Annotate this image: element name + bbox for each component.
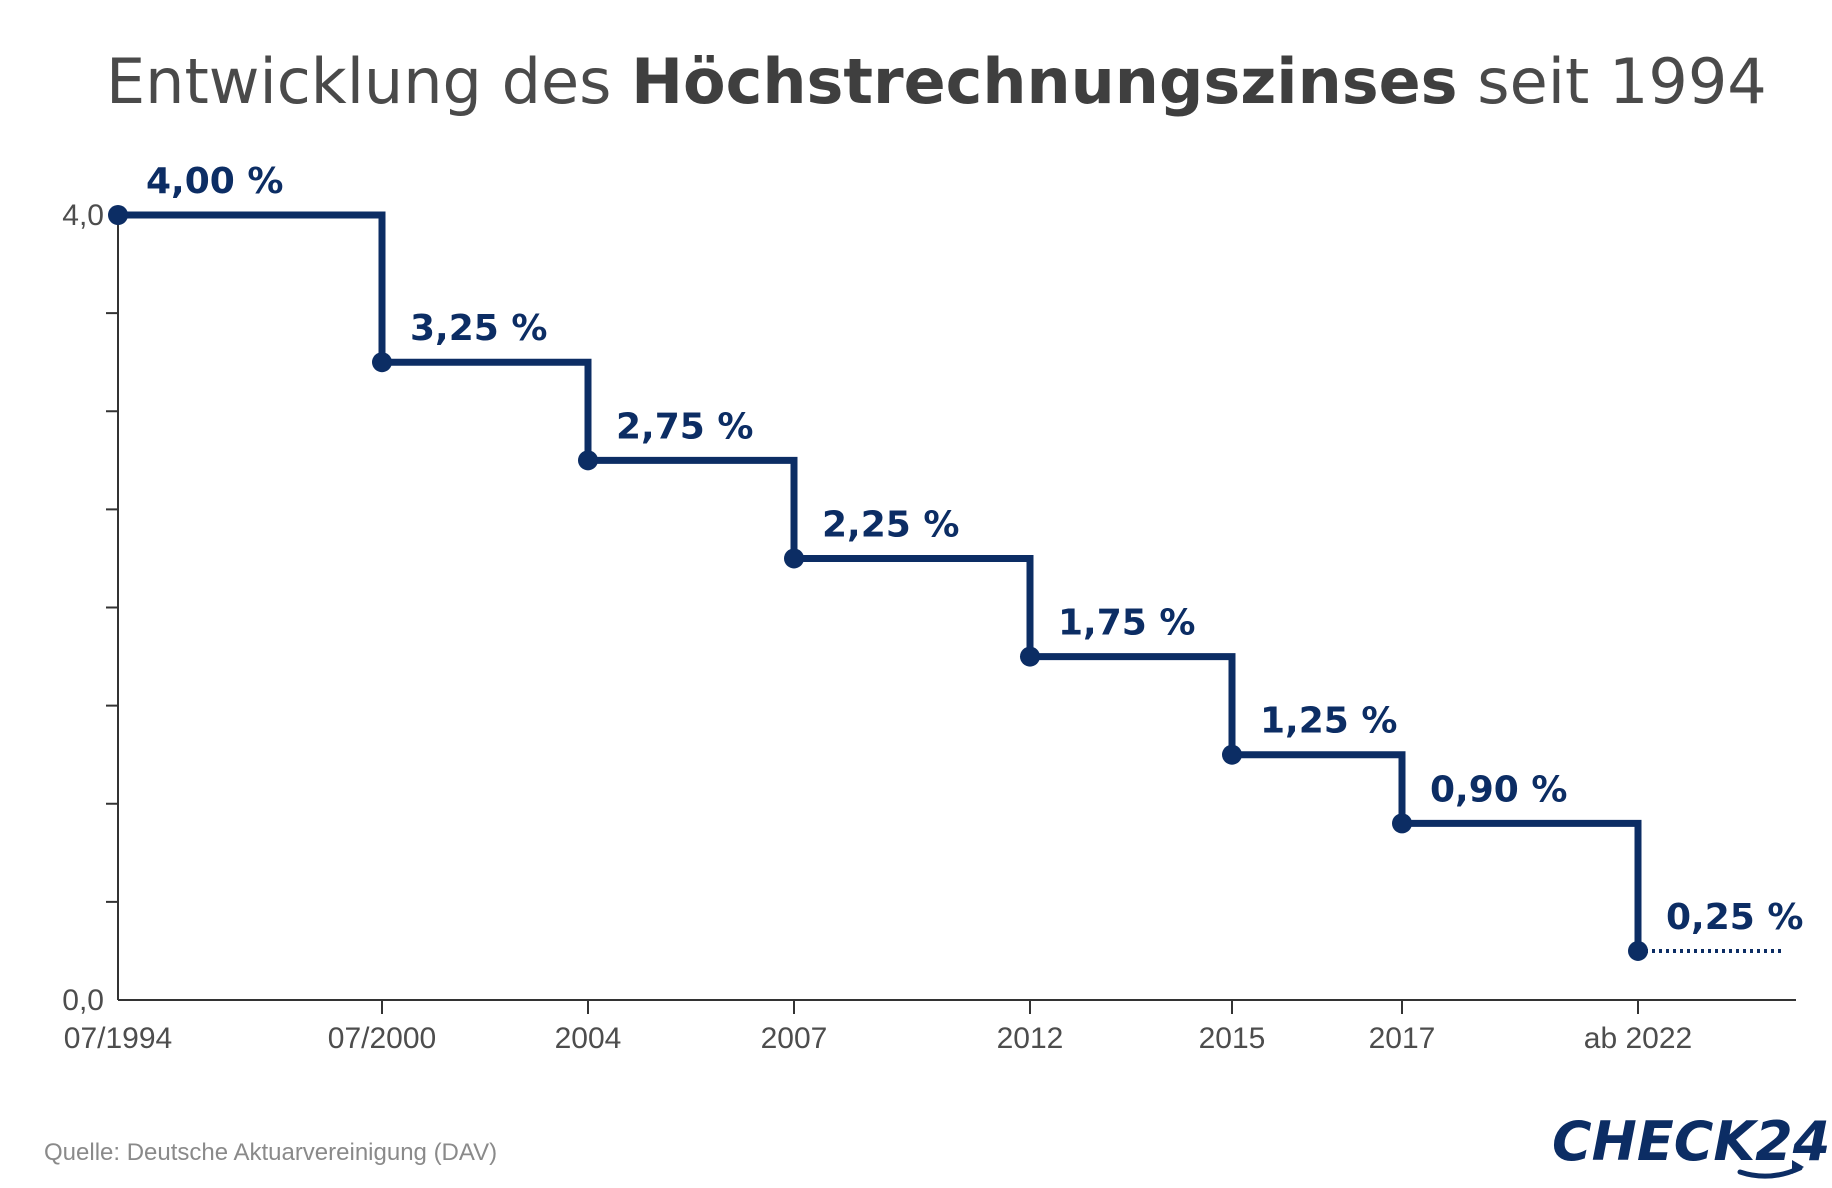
data-points [108, 205, 1648, 961]
y-tick-label: 4,0 [62, 199, 104, 232]
data-point [1392, 813, 1412, 834]
x-tick-label: 07/1994 [64, 1022, 172, 1055]
logo-text: CHECK24 [1552, 1110, 1830, 1173]
data-point [1628, 940, 1648, 961]
logo-arrow-icon [1792, 1160, 1804, 1174]
x-tick-label: 2004 [555, 1022, 622, 1055]
data-label: 0,25 % [1666, 897, 1803, 938]
data-point [1222, 744, 1242, 765]
data-label: 4,00 % [146, 161, 283, 202]
data-point [1020, 646, 1040, 667]
data-label: 1,75 % [1058, 603, 1195, 644]
source-note: Quelle: Deutsche Aktuarvereinigung (DAV) [44, 1139, 497, 1166]
y-axis-ticks: 0,0 4,0 [62, 199, 118, 1017]
step-line [118, 211, 1642, 951]
chart-title: Entwicklung des Höchstrechnungszinses se… [106, 45, 1767, 118]
data-point [372, 352, 392, 373]
x-axis-ticks: 07/1994 07/2000 2004 2007 2012 2015 2017 ab 202… [64, 1000, 1692, 1055]
x-tick-label: 07/2000 [328, 1022, 436, 1055]
x-tick-label: 2012 [997, 1022, 1064, 1055]
title-part1: Entwicklung des [106, 45, 631, 118]
data-label: 0,90 % [1430, 769, 1567, 810]
x-tick-label: ab 2022 [1584, 1022, 1692, 1055]
data-label: 2,75 % [616, 406, 753, 447]
data-labels: 4,00 % 3,25 % 2,75 % 2,25 % 1,75 % 1,25 % 0,90… [146, 161, 1803, 938]
data-label: 2,25 % [822, 504, 959, 545]
axes [117, 215, 1796, 1001]
x-tick-label: 2007 [761, 1022, 828, 1055]
y-tick-label: 0,0 [62, 984, 104, 1017]
title-bold: Höchstrechnungszinses [631, 45, 1457, 118]
x-tick-label: 2015 [1199, 1022, 1266, 1055]
data-label: 3,25 % [410, 308, 547, 349]
data-point [784, 548, 804, 569]
title-part2: seit 1994 [1458, 45, 1767, 118]
data-point [578, 450, 598, 471]
data-point [108, 205, 128, 225]
check24-logo: CHECK24 [1552, 1110, 1830, 1179]
x-tick-label: 2017 [1369, 1022, 1436, 1055]
series-line [118, 211, 1782, 953]
data-label: 1,25 % [1260, 701, 1397, 742]
